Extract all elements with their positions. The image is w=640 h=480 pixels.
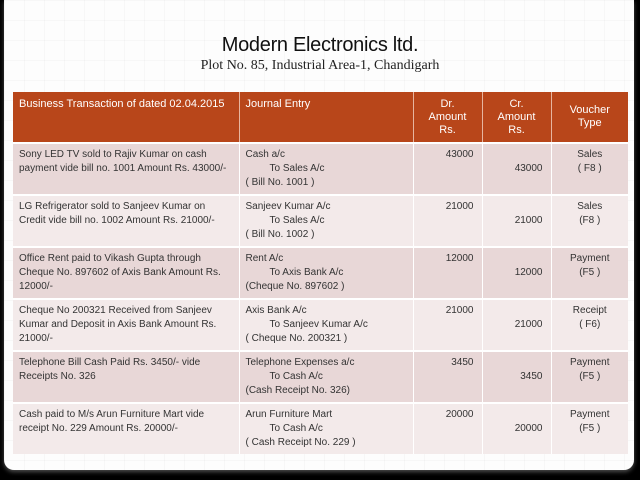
table-row: Telephone Bill Cash Paid Rs. 3450/- vide… (13, 350, 628, 403)
journal-entry-cell: Axis Bank A/c To Sanjeev Kumar A/c ( Che… (238, 298, 413, 351)
voucher-type-cell: Receipt ( F6) (550, 298, 628, 351)
header-dr-label: Dr. (440, 97, 455, 110)
dr-amount-cell: 12000 (412, 246, 482, 299)
cr-amount-cell: 43000 (481, 142, 551, 195)
transaction-cell: LG Refrigerator sold to Sanjeev Kumar on… (13, 194, 239, 247)
table-row: Sony LED TV sold to Rajiv Kumar on cash … (13, 142, 628, 195)
table-row: Cash paid to M/s Arun Furniture Mart vid… (13, 402, 628, 454)
cr-amount-cell: 20000 (481, 402, 551, 454)
cr-amount-cell: 12000 (481, 246, 551, 299)
voucher-type-cell: Sales ( F8 ) (550, 142, 628, 195)
company-title: Modern Electronics ltd. (221, 34, 419, 56)
debit-account: Sanjeev Kumar A/c (245, 201, 331, 212)
header-cr-amount: Cr. Amount Rs. (481, 92, 551, 143)
header-voucher-label: Voucher (569, 104, 610, 116)
voucher-type: Sales (577, 149, 603, 160)
voucher-type: Sales (577, 201, 603, 212)
transaction-cell: Cash paid to M/s Arun Furniture Mart vid… (13, 402, 239, 454)
transaction-cell: Sony LED TV sold to Rajiv Kumar on cash … (13, 142, 239, 195)
dr-amount-cell: 21000 (412, 194, 482, 247)
voucher-type: Payment (570, 409, 610, 420)
table-row: Office Rent paid to Vikash Gupta through… (13, 246, 628, 299)
header-voucher-type: Voucher Type (550, 92, 628, 143)
journal-entry-cell: Sanjeev Kumar A/c To Sales A/c ( Bill No… (238, 194, 413, 247)
dr-amount-cell: 3450 (412, 350, 482, 403)
credit-account: To Sanjeev Kumar A/c (269, 319, 368, 330)
debit-account: Axis Bank A/c (245, 305, 307, 316)
voucher-type: Payment (570, 253, 610, 264)
cr-amount-cell: 21000 (481, 194, 551, 247)
cr-amount-cell: 3450 (481, 350, 551, 403)
voucher-key: (F5 ) (579, 267, 601, 278)
journal-entry-cell: Telephone Expenses a/c To Cash A/c (Cash… (238, 350, 413, 403)
entry-reference: (Cheque No. 897602 ) (245, 281, 345, 292)
voucher-key: (F5 ) (579, 423, 601, 434)
voucher-key: (F8 ) (579, 215, 601, 226)
voucher-type-cell: Payment (F5 ) (550, 402, 628, 454)
credit-account: To Sales A/c (269, 215, 325, 226)
journal-entry-cell: Cash a/c To Sales A/c ( Bill No. 1001 ) (238, 142, 413, 195)
header-dr-amount: Dr. Amount Rs. (412, 92, 482, 143)
entry-reference: (Cash Receipt No. 326) (245, 385, 351, 396)
transaction-cell: Office Rent paid to Vikash Gupta through… (13, 246, 239, 299)
transaction-cell: Cheque No 200321 Received from Sanjeev K… (13, 298, 239, 351)
table-row: Cheque No 200321 Received from Sanjeev K… (13, 298, 628, 351)
transaction-cell: Telephone Bill Cash Paid Rs. 3450/- vide… (13, 350, 239, 403)
entry-reference: ( Cash Receipt No. 229 ) (245, 437, 356, 448)
journal-entry-cell: Rent A/c To Axis Bank A/c (Cheque No. 89… (238, 246, 413, 299)
credit-account: To Cash A/c (269, 371, 323, 382)
voucher-type-cell: Sales (F8 ) (550, 194, 628, 247)
credit-account: To Sales A/c (269, 163, 325, 174)
dr-amount-cell: 20000 (412, 402, 482, 454)
voucher-type: Payment (570, 357, 610, 368)
dr-amount-cell: 43000 (412, 142, 482, 195)
dr-amount-cell: 21000 (412, 298, 482, 351)
journal-entry-cell: Arun Furniture Mart To Cash A/c ( Cash R… (238, 402, 413, 454)
header-cr-label: Cr. (509, 97, 524, 110)
header-dr-sub: Amount Rs. (428, 110, 467, 136)
credit-account: To Cash A/c (269, 423, 323, 434)
cr-amount-cell: 21000 (481, 298, 551, 351)
voucher-key: ( F6) (579, 319, 601, 330)
entry-reference: ( Bill No. 1001 ) (245, 177, 315, 188)
voucher-type-cell: Payment (F5 ) (550, 350, 628, 403)
header-transaction: Business Transaction of dated 02.04.2015 (13, 92, 239, 143)
voucher-key: (F5 ) (579, 371, 601, 382)
company-address: Plot No. 85, Industrial Area-1, Chandiga… (200, 58, 440, 73)
debit-account: Rent A/c (245, 253, 284, 264)
voucher-type: Receipt (572, 305, 607, 316)
table-header-row: Business Transaction of dated 02.04.2015… (13, 92, 628, 143)
header-cr-sub: Amount Rs. (497, 110, 536, 136)
debit-account: Telephone Expenses a/c (245, 357, 355, 368)
header-journal-entry: Journal Entry (238, 92, 413, 143)
table-row: LG Refrigerator sold to Sanjeev Kumar on… (13, 194, 628, 247)
voucher-key: ( F8 ) (577, 163, 602, 174)
entry-reference: ( Cheque No. 200321 ) (245, 333, 348, 344)
debit-account: Arun Furniture Mart (245, 409, 333, 420)
header-voucher-sub: Type (577, 117, 602, 129)
voucher-type-cell: Payment (F5 ) (550, 246, 628, 299)
journal-table: Business Transaction of dated 02.04.2015… (13, 92, 628, 454)
entry-reference: ( Bill No. 1002 ) (245, 229, 315, 240)
credit-account: To Axis Bank A/c (269, 267, 344, 278)
debit-account: Cash a/c (245, 149, 285, 160)
